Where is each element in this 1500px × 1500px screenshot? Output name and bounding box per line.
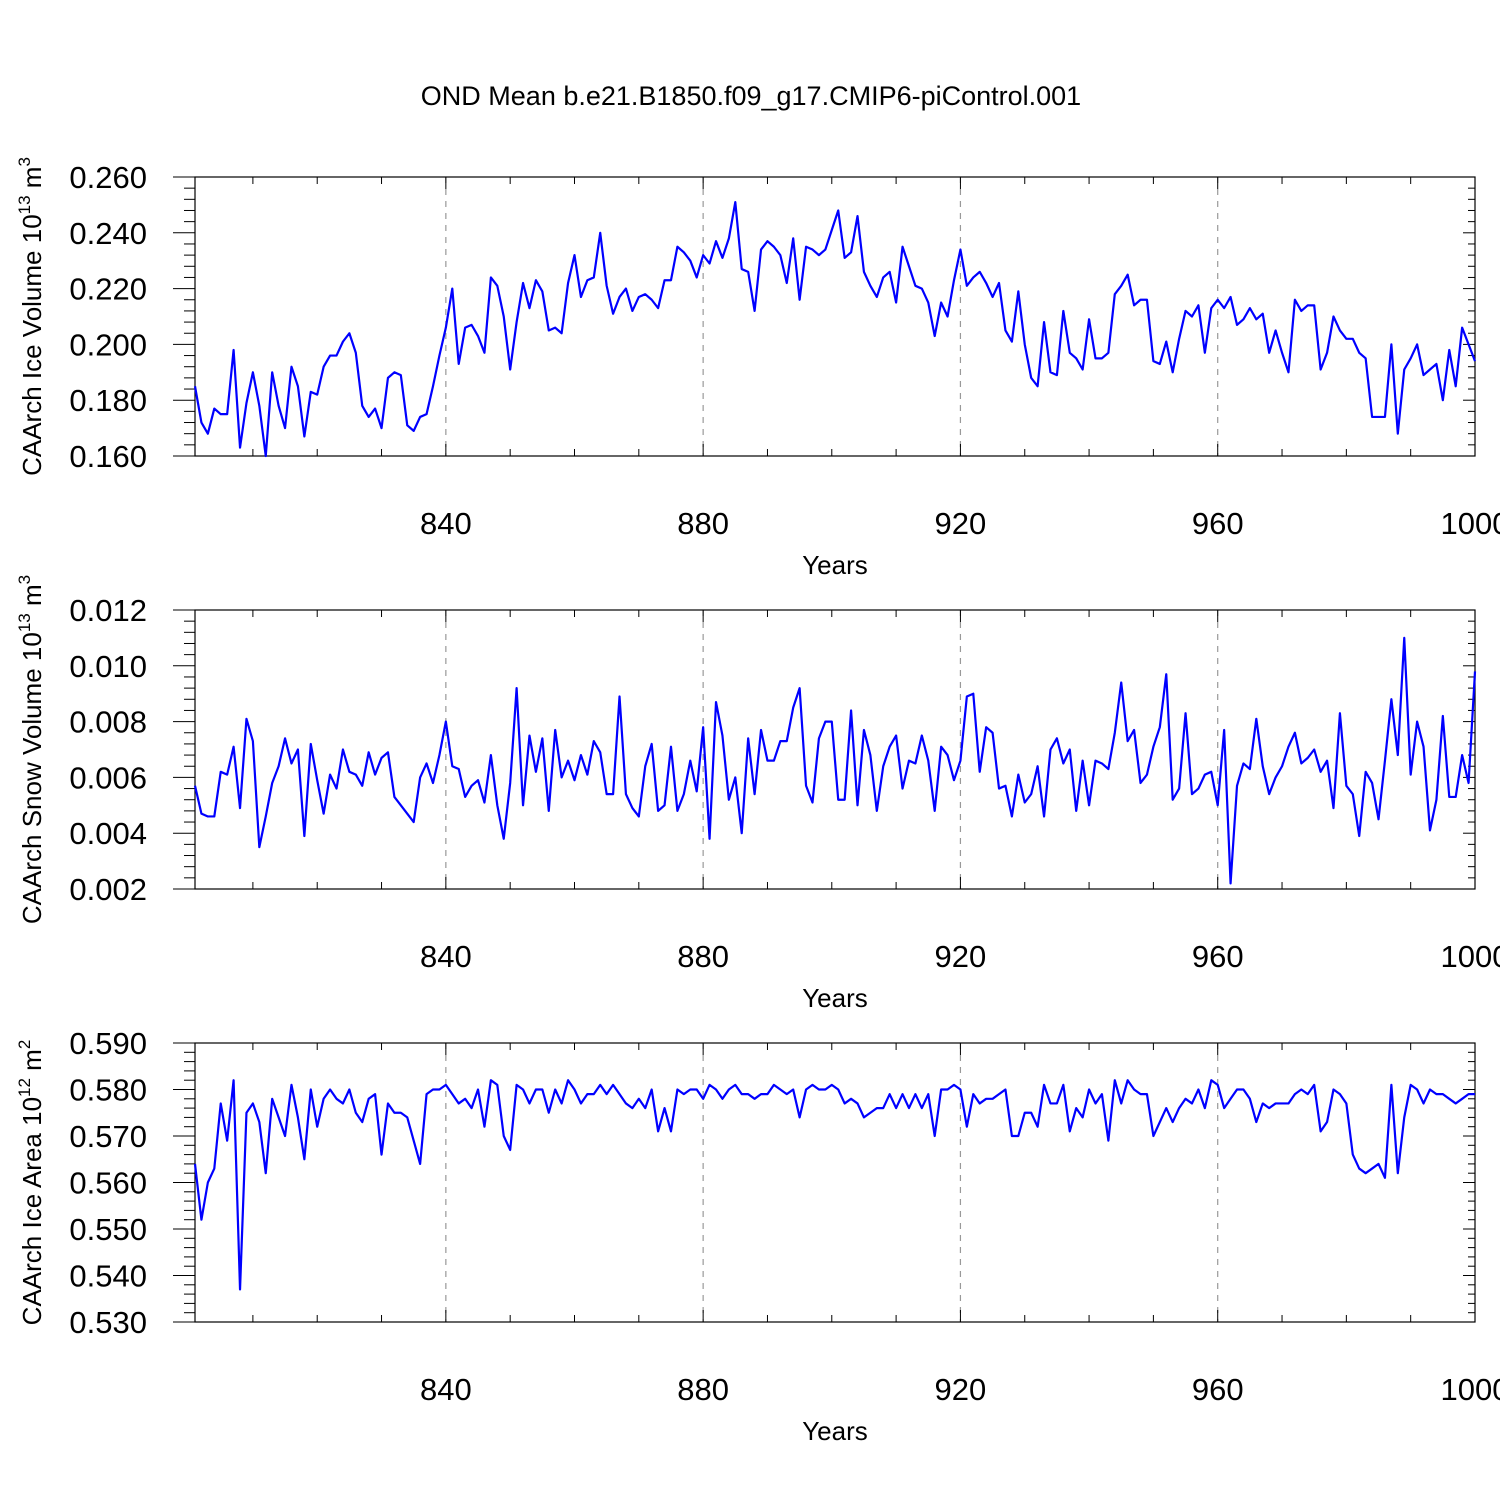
y-tick-label: 0.530 — [69, 1305, 147, 1340]
x-tick-label: 920 — [935, 939, 987, 974]
y-tick-label: 0.540 — [69, 1259, 147, 1294]
x-tick-label: 880 — [677, 939, 729, 974]
figure-title: OND Mean b.e21.B1850.f09_g17.CMIP6-piCon… — [421, 81, 1081, 111]
y-tick-label: 0.580 — [69, 1073, 147, 1108]
panel-ice-volume: 840 880 920 960 1000 Years 0.160 0.180 0.200 0.22… — [15, 157, 1500, 580]
x-tick-label: 840 — [420, 506, 472, 541]
y-axis-label-exponent: 13 — [15, 613, 34, 632]
y-tick-label: 0.200 — [69, 327, 147, 362]
x-tick-label: 840 — [420, 1372, 472, 1407]
y-tick-label: 0.010 — [69, 649, 147, 684]
x-tick-label: 1000 — [1441, 1372, 1500, 1407]
y-tick-label: 0.008 — [69, 705, 147, 740]
x-tick-label: 960 — [1192, 506, 1244, 541]
plot-frame — [194, 1042, 1476, 1323]
y-axis-label-unit: m — [17, 584, 47, 613]
y-tick-label: 0.160 — [69, 439, 147, 474]
chart-panels: 840 880 920 960 1000 Years 0.160 0.180 0.200 0.22… — [15, 157, 1500, 1446]
plot-frame — [194, 176, 1476, 457]
y-tick-label: 0.550 — [69, 1212, 147, 1247]
x-tick-label: 840 — [420, 939, 472, 974]
x-tick-label: 880 — [677, 506, 729, 541]
series-line-ice-volume — [193, 201, 1477, 458]
x-tick-label: 920 — [935, 1372, 987, 1407]
y-tick-label: 0.560 — [69, 1166, 147, 1201]
y-axis-label-unit-exponent: 3 — [15, 157, 34, 166]
y-axis-label-unit-exponent: 3 — [15, 575, 34, 584]
y-axis-label-exponent: 13 — [15, 195, 34, 214]
y-axis-label: CAArch Ice Volume 1013 m3 — [15, 157, 47, 476]
y-axis-label-text: CAArch Snow Volume 10 — [17, 632, 47, 924]
panel-ice-area: 840 880 920 960 1000 Years 0.530 0.540 0.550 0.56… — [15, 1026, 1500, 1446]
x-tick-label: 960 — [1192, 1372, 1244, 1407]
y-tick-label: 0.570 — [69, 1119, 147, 1154]
y-tick-label: 0.002 — [69, 872, 147, 907]
y-axis-label-unit-exponent: 2 — [15, 1040, 34, 1049]
y-tick-label: 0.006 — [69, 760, 147, 795]
y-tick-label: 0.004 — [69, 816, 147, 851]
series-line-snow-volume — [193, 636, 1477, 885]
y-tick-label: 0.012 — [69, 593, 147, 628]
x-axis-label: Years — [802, 1416, 868, 1446]
y-tick-label: 0.240 — [69, 216, 147, 251]
panel-snow-volume: 840 880 920 960 1000 Years 0.002 0.004 0.006 0.00… — [15, 575, 1500, 1013]
x-tick-label: 1000 — [1441, 506, 1500, 541]
y-tick-label: 0.180 — [69, 383, 147, 418]
y-axis-label-exponent: 12 — [15, 1078, 34, 1097]
x-axis-label: Years — [802, 983, 868, 1013]
series-line-ice-area — [193, 1079, 1475, 1291]
x-tick-label: 1000 — [1441, 939, 1500, 974]
x-tick-label: 920 — [935, 506, 987, 541]
y-axis-label-text: CAArch Ice Volume 10 — [17, 214, 47, 476]
x-tick-label: 960 — [1192, 939, 1244, 974]
y-axis-label-text: CAArch Ice Area 10 — [17, 1097, 47, 1325]
plot-frame — [194, 609, 1476, 890]
y-tick-label: 0.220 — [69, 272, 147, 307]
y-axis-label: CAArch Ice Area 1012 m2 — [15, 1040, 47, 1326]
x-tick-label: 880 — [677, 1372, 729, 1407]
y-tick-label: 0.260 — [69, 160, 147, 195]
y-axis-label-unit: m — [17, 1049, 47, 1078]
y-tick-label: 0.590 — [69, 1026, 147, 1061]
y-axis-label: CAArch Snow Volume 1013 m3 — [15, 575, 47, 924]
x-axis-label: Years — [802, 550, 868, 580]
y-axis-label-unit: m — [17, 167, 47, 196]
